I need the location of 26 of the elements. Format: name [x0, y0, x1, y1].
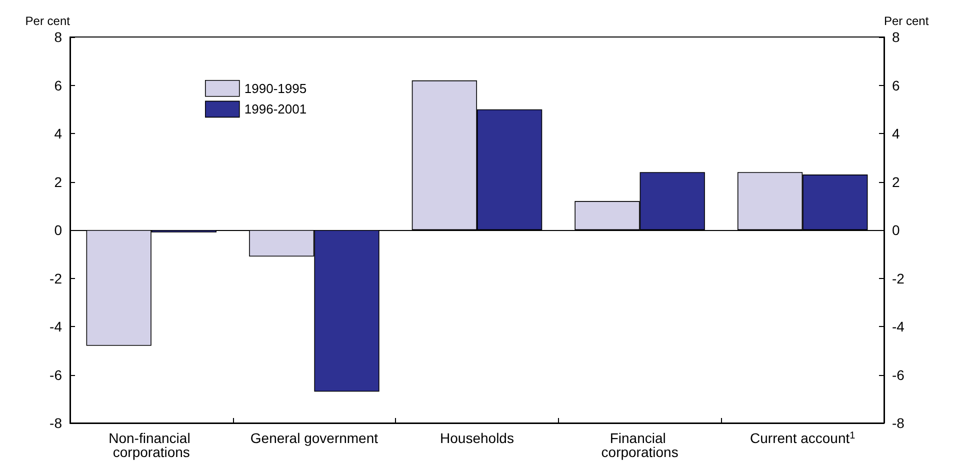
y-tick-label: 6: [54, 77, 62, 94]
x-tick-label: General government: [250, 430, 378, 446]
y2-tick-label: -4: [892, 318, 905, 334]
y2-tick-label: -8: [892, 415, 905, 431]
y-tick-label: -8: [50, 415, 62, 431]
y-tick-label: 4: [54, 126, 62, 142]
y-tick-label: -4: [50, 318, 62, 334]
y2-tick-label: 8: [892, 29, 900, 45]
y-tick-label: 8: [54, 29, 62, 45]
y2-tick-label: 2: [892, 174, 900, 190]
y-tick-label: -6: [50, 366, 62, 383]
y2-tick-label: 0: [892, 222, 900, 238]
y-tick-label: 0: [54, 222, 62, 238]
y-tick-label: 2: [54, 174, 62, 190]
y2-tick-label: -6: [892, 366, 905, 383]
y2-tick-label: -2: [892, 270, 905, 286]
legend-label: 1996-2001: [244, 102, 307, 117]
x-tick-label: Non-financial corporations: [108, 430, 194, 460]
legend-label: 1990-1995: [244, 80, 307, 96]
y2-axis-title: Per cent: [884, 14, 930, 28]
y2-tick-label: 6: [892, 77, 900, 94]
x-tick-label: Financial corporations: [601, 430, 678, 460]
y2-tick-label: 4: [892, 126, 900, 142]
y-tick-label: -2: [50, 270, 62, 286]
y-axis-title: Per cent: [25, 14, 71, 28]
x-tick-label: Households: [440, 430, 514, 446]
